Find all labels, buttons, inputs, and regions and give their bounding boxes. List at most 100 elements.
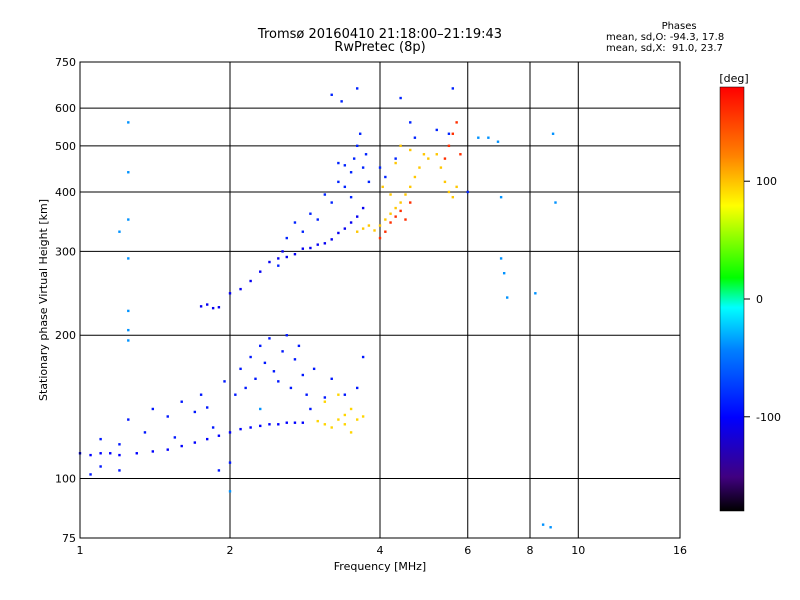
data-point [239,367,242,371]
x-axis-label: Frequency [MHz] [334,560,426,573]
data-point [384,175,387,179]
y-tick-label: 200 [55,329,76,342]
phases-legend: Phases mean, sd,O: -94.3, 17.8 mean, sd,… [606,21,724,54]
data-point [305,393,308,396]
y-tick-label: 500 [55,140,76,153]
axis-ticks: 1 2 4 6 8 10 16 75 100 200 300 400 500 600 750 [55,56,687,557]
data-point [259,424,262,428]
data-point [118,453,121,457]
y-tick-label: 600 [55,102,76,115]
plot-frame [79,61,681,539]
data-point [323,423,327,426]
data-point [355,215,359,218]
data-point [309,212,312,215]
data-point [249,426,252,429]
data-point [447,144,451,148]
data-point [263,361,267,365]
data-point [89,453,92,457]
data-point [534,292,537,295]
data-point [502,272,506,275]
data-point [337,231,340,235]
data-point [239,427,242,431]
data-point [337,180,340,184]
data-point [180,400,183,403]
data-point [127,418,130,421]
phases-heading: Phases [661,21,697,32]
data-point [217,434,221,437]
data-point [268,260,271,264]
data-point [499,195,503,199]
data-point [459,153,462,156]
y-axis-label: Stationary phase Virtual Height [km] [37,199,50,401]
data-point [330,201,333,204]
data-point [99,465,102,468]
data-point [349,171,353,174]
data-point [166,415,169,418]
data-point [211,306,215,310]
data-point [143,431,147,434]
data-point [418,166,421,169]
data-point [422,153,426,156]
data-points [78,87,557,529]
data-point [228,292,232,295]
data-point [316,218,319,221]
data-point [455,185,458,189]
data-point [361,415,365,418]
data-point [228,461,232,464]
data-point [281,350,284,353]
data-point [301,373,305,377]
data-point [349,195,353,199]
data-point [99,437,102,441]
data-point [193,441,197,444]
data-point [239,287,242,291]
data-point [427,157,430,160]
data-point [277,264,280,267]
y-tick-label: 100 [55,473,76,486]
colorbar-label: [deg] [719,72,748,85]
data-point [293,252,297,256]
data-point [211,426,215,429]
data-point [466,190,469,194]
data-point [349,431,353,434]
data-point [316,243,319,246]
data-point [554,201,557,204]
colorbar-tick-label: 0 [756,293,763,306]
chart-subtitle: RwPretec (8p) [334,40,426,55]
data-point [281,250,284,253]
data-point [323,400,327,403]
data-point [355,230,359,233]
colorbar-ticks: -100 0 100 [744,175,781,424]
data-point [443,180,447,184]
data-point [373,229,376,232]
x-tick-label: 8 [527,544,534,557]
data-point [180,444,183,448]
data-point [404,218,407,221]
data-point [323,193,327,196]
data-point [249,279,252,283]
data-point [166,448,169,451]
data-point [127,339,130,342]
data-point [384,230,387,233]
data-point [505,296,509,299]
data-point [451,132,455,135]
data-point [499,257,503,260]
data-point [551,132,555,135]
data-point [361,227,365,230]
data-point [378,224,382,227]
data-point [340,100,343,103]
data-point [289,386,293,390]
data-point [487,136,490,139]
data-point [337,161,340,165]
data-point [394,215,397,218]
phases-x-mode: mean, sd,X: 91.0, 23.7 [606,43,723,54]
data-point [384,218,387,221]
data-point [151,407,155,411]
data-point [330,93,333,96]
y-tick-label: 75 [62,532,76,545]
data-point [205,303,209,306]
data-point [409,201,412,204]
y-tick-label: 300 [55,245,76,258]
data-point [285,334,288,337]
x-tick-label: 16 [673,544,687,557]
data-point [118,443,121,446]
